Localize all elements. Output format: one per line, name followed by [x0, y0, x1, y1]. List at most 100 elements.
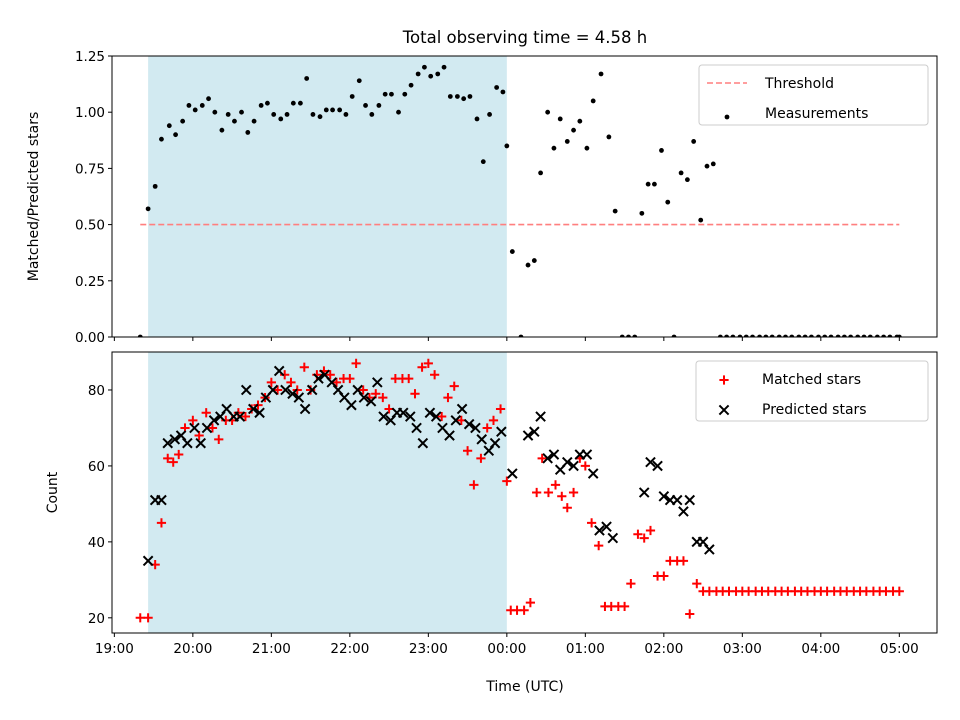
data-point — [271, 112, 277, 117]
data-point — [214, 434, 224, 444]
data-point — [402, 91, 408, 97]
data-point — [659, 148, 664, 153]
data-point — [396, 109, 401, 115]
data-point — [313, 373, 324, 384]
chart-title: Total observing time = 4.58 h — [402, 28, 647, 47]
data-point — [186, 103, 192, 108]
data-point — [424, 407, 436, 419]
data-point — [325, 370, 335, 380]
data-point — [828, 334, 834, 337]
data-point — [299, 403, 311, 415]
data-point — [855, 334, 861, 337]
data-point — [509, 249, 515, 254]
data-point — [538, 170, 543, 176]
x-tick-label: 00:00 — [487, 641, 526, 657]
data-point — [195, 437, 207, 449]
legend-label: Matched stars — [762, 372, 861, 388]
data-point — [678, 556, 689, 566]
data-point — [372, 377, 383, 388]
data-point — [310, 112, 316, 117]
data-point — [626, 334, 631, 337]
data-point — [305, 385, 316, 395]
data-point — [156, 518, 167, 528]
data-point — [665, 199, 671, 205]
observing-interval-shade — [148, 352, 507, 633]
data-point — [606, 134, 612, 140]
x-tick-label: 20:00 — [173, 641, 212, 657]
top-panel: 0.00 0.25 0.50 0.75 1.00 1.25 Matched/Predicte… — [26, 49, 938, 346]
x-tick-label: 04:00 — [801, 641, 840, 657]
data-point — [331, 377, 342, 387]
data-point — [881, 334, 887, 337]
data-point — [489, 437, 501, 449]
data-point — [290, 100, 296, 106]
data-point — [500, 89, 506, 95]
axes-frame — [111, 55, 938, 338]
data-point — [449, 381, 459, 391]
data-point — [568, 460, 579, 472]
data-point — [463, 418, 475, 430]
y-tick-label: 0.50 — [75, 218, 105, 234]
data-point — [247, 403, 259, 415]
data-point — [337, 107, 343, 113]
data-point — [378, 411, 389, 422]
x-tick-label: 02:00 — [644, 641, 683, 657]
data-point — [358, 385, 368, 395]
data-point — [137, 334, 143, 337]
data-point — [323, 107, 329, 113]
data-point — [397, 407, 409, 419]
data-point — [874, 334, 880, 337]
data-point — [404, 411, 416, 422]
data-point — [410, 389, 420, 399]
data-point — [476, 434, 488, 445]
series-predicted-stars — [142, 365, 715, 567]
data-point — [251, 118, 257, 124]
data-point — [470, 422, 481, 434]
data-point — [684, 494, 696, 506]
data-point — [638, 487, 650, 498]
y-tick-label: 80 — [88, 383, 105, 399]
data-point — [835, 334, 841, 337]
data-point — [658, 490, 670, 502]
data-point — [345, 373, 355, 384]
data-point — [152, 183, 158, 189]
series-measurements — [137, 64, 902, 337]
data-point — [454, 94, 460, 99]
data-point — [435, 71, 441, 77]
data-point — [504, 143, 510, 149]
data-point — [757, 334, 762, 337]
data-point — [258, 103, 264, 108]
x-tick-label: 01:00 — [566, 641, 605, 657]
data-point — [587, 518, 597, 528]
data-point — [430, 411, 442, 422]
data-point — [430, 370, 440, 380]
data-point — [297, 100, 303, 106]
data-point — [411, 422, 422, 434]
data-point — [730, 334, 736, 337]
data-point — [542, 453, 553, 464]
data-point — [219, 127, 225, 133]
data-point — [607, 532, 619, 544]
data-point — [848, 334, 854, 337]
data-point — [239, 109, 244, 115]
data-point — [443, 392, 453, 403]
data-point — [166, 123, 172, 129]
x-tick-label: 23:00 — [409, 641, 448, 657]
data-point — [769, 334, 775, 337]
y-tick-label: 0.00 — [75, 330, 105, 346]
data-point — [476, 453, 486, 463]
data-point — [293, 392, 305, 403]
data-point — [529, 426, 540, 438]
data-point — [206, 96, 211, 102]
data-point — [444, 430, 455, 441]
data-point — [887, 334, 893, 337]
data-point — [652, 460, 663, 472]
y-tick-label: 60 — [88, 459, 105, 475]
data-point — [678, 506, 689, 517]
data-point — [495, 404, 506, 414]
legend: Matched stars Predicted stars — [695, 360, 929, 422]
data-point — [266, 377, 276, 387]
data-point — [356, 78, 362, 84]
data-point — [142, 555, 154, 567]
data-point — [645, 181, 651, 187]
